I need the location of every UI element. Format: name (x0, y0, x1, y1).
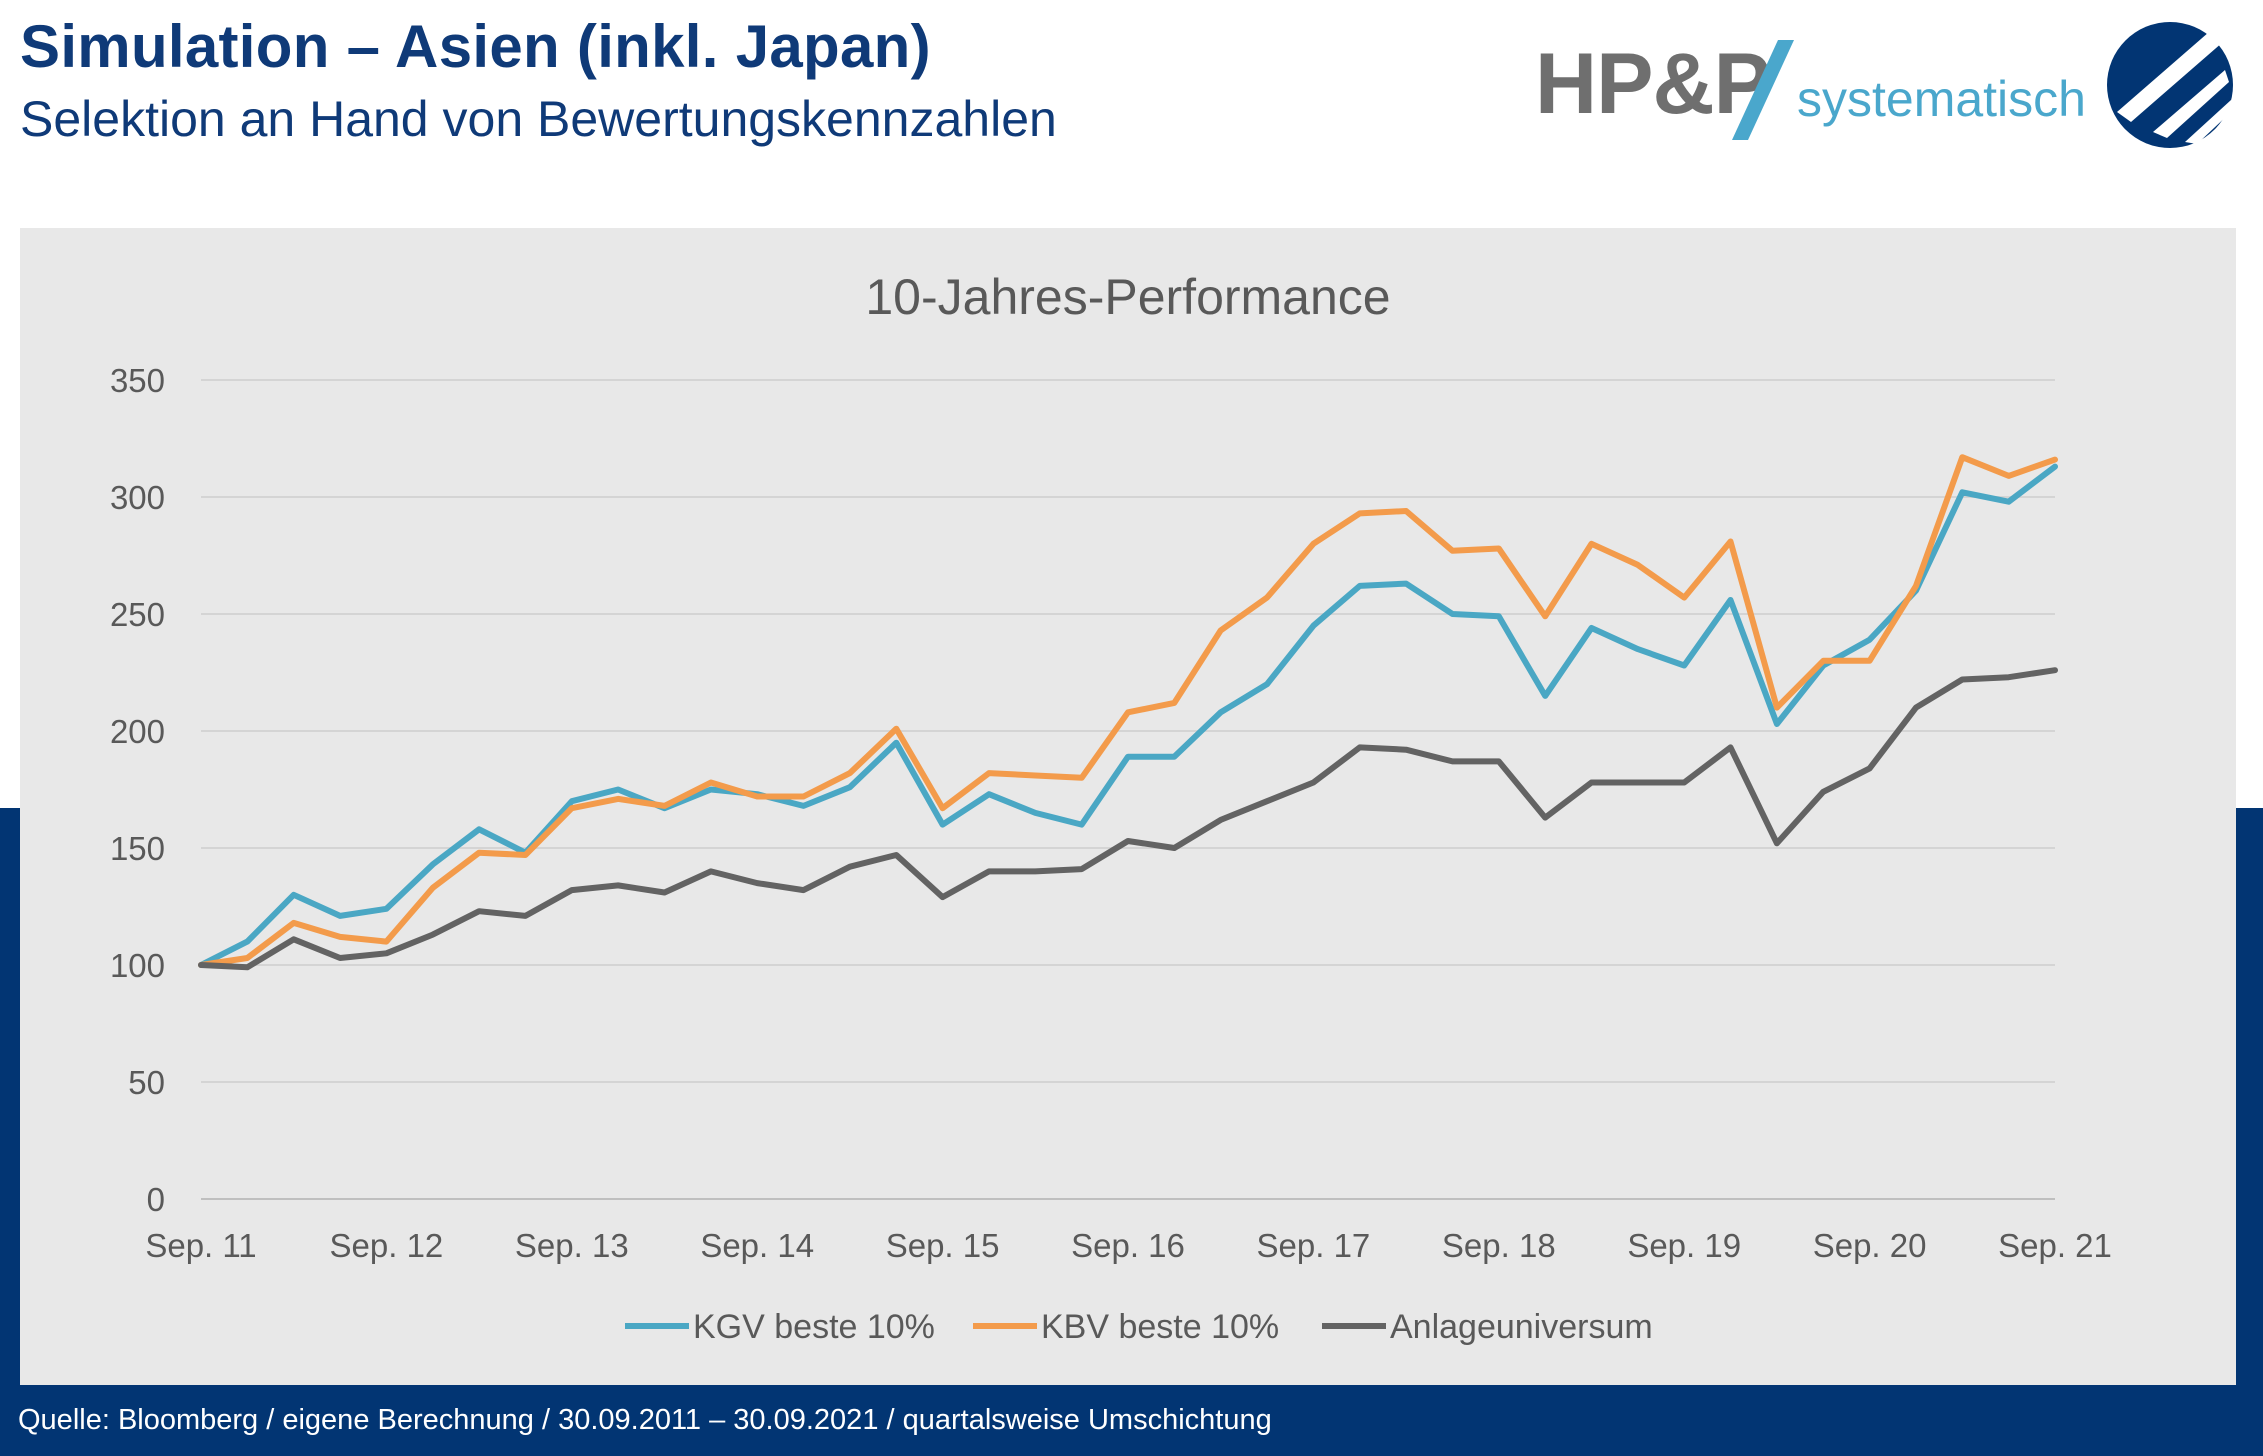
x-tick-label: Sep. 16 (1071, 1227, 1185, 1264)
legend-swatch-anlageuniversum (1322, 1323, 1386, 1330)
legend-swatch-kgv (625, 1323, 689, 1330)
series-line-kgv-beste-10 (198, 463, 2058, 968)
chart-panel: 10-Jahres-Performance 0 50 100 150 200 250 300… (20, 228, 2236, 1385)
x-tick-label: Sep. 13 (515, 1227, 629, 1264)
x-tick-label: Sep. 18 (1442, 1227, 1556, 1264)
legend-item-kgv: KGV beste 10% (625, 1308, 935, 1347)
x-tick-label: Sep. 14 (700, 1227, 814, 1264)
x-tick-label: Sep. 21 (1998, 1227, 2112, 1264)
page-subtitle: Selektion an Hand von Bewertungskennzahl… (20, 91, 1057, 147)
y-tick-label: 100 (110, 947, 165, 984)
legend-label-kgv: KGV beste 10% (693, 1308, 935, 1346)
logo-slash-icon (1732, 40, 1794, 140)
series-line-kbv-beste-10 (198, 454, 2058, 968)
legend-label-anlageuniversum: Anlageuniversum (1390, 1308, 1653, 1346)
source-note: Quelle: Bloomberg / eigene Berechnung / … (18, 1404, 1272, 1436)
x-tick-label: Sep. 11 (145, 1227, 256, 1264)
y-tick-label: 50 (128, 1064, 165, 1101)
y-tick-label: 300 (110, 479, 165, 516)
y-tick-label: 350 (110, 362, 165, 399)
legend-item-kbv: KBV beste 10% (973, 1308, 1279, 1347)
x-tick-label: Sep. 17 (1257, 1227, 1371, 1264)
x-tick-label: Sep. 19 (1627, 1227, 1741, 1264)
y-tick-label: 250 (110, 596, 165, 633)
y-tick-label: 0 (147, 1181, 165, 1218)
legend-label-kbv: KBV beste 10% (1041, 1308, 1280, 1346)
series-line-anlageuniversum (198, 667, 2058, 971)
performance-chart: 0 50 100 150 200 250 300 350 Sep. 11 Sep. 12 Sep. … (110, 362, 2112, 1264)
x-tick-label: Sep. 15 (886, 1227, 1000, 1264)
page-title: Simulation – Asien (inkl. Japan) (20, 13, 931, 80)
brand-badge-icon (2107, 22, 2233, 148)
legend-item-anlageuniversum: Anlageuniversum (1322, 1308, 1653, 1347)
x-tick-label: Sep. 12 (330, 1227, 444, 1264)
y-tick-label: 200 (110, 713, 165, 750)
brand-tagline: systematisch (1797, 71, 2086, 127)
brand-logo-text: HP&P (1535, 36, 1771, 132)
legend-swatch-kbv (973, 1323, 1037, 1330)
chart-title: 10-Jahres-Performance (865, 269, 1391, 325)
y-tick-label: 150 (110, 830, 165, 867)
x-tick-label: Sep. 20 (1813, 1227, 1927, 1264)
